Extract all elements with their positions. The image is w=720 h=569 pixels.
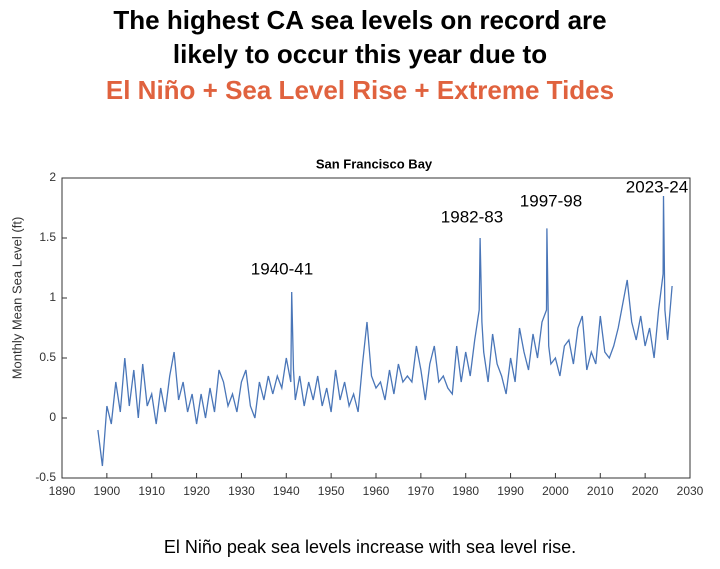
x-tick-label: 2010 xyxy=(587,484,614,498)
x-tick-label: 1990 xyxy=(497,484,524,498)
y-tick-label: -0.5 xyxy=(35,470,56,484)
y-tick-label: 0 xyxy=(49,410,56,424)
x-tick-label: 1940 xyxy=(273,484,300,498)
x-tick-label: 1960 xyxy=(363,484,390,498)
x-tick-label: 2030 xyxy=(677,484,704,498)
caption: El Niño peak sea levels increase with se… xyxy=(164,537,576,557)
y-tick-label: 1.5 xyxy=(39,230,56,244)
y-tick-label: 1 xyxy=(49,290,56,304)
x-tick-label: 1910 xyxy=(138,484,165,498)
subtitle: El Niño + Sea Level Rise + Extreme Tides xyxy=(106,75,614,105)
title-line: likely to occur this year due to xyxy=(173,39,547,69)
plot-frame xyxy=(61,177,691,479)
annotation: 1982-83 xyxy=(441,207,503,226)
chart-title: San Francisco Bay xyxy=(316,156,433,171)
x-tick-label: 1900 xyxy=(94,484,121,498)
title-line: The highest CA sea levels on record are xyxy=(113,5,606,35)
x-tick-label: 1920 xyxy=(183,484,210,498)
y-tick-label: 0.5 xyxy=(39,350,56,364)
x-tick-label: 1930 xyxy=(228,484,255,498)
x-tick-label: 2020 xyxy=(632,484,659,498)
sea-level-line xyxy=(97,195,673,467)
x-tick-label: 1970 xyxy=(408,484,435,498)
y-axis-label: Monthly Mean Sea Level (ft) xyxy=(9,217,24,380)
x-tick-label: 1890 xyxy=(49,484,76,498)
x-tick-label: 1950 xyxy=(318,484,345,498)
annotation: 1997-98 xyxy=(520,191,582,210)
annotation: 2023-24 xyxy=(626,177,688,196)
annotation: 1940-41 xyxy=(251,259,313,278)
y-tick-label: 2 xyxy=(49,170,56,184)
x-tick-label: 1980 xyxy=(452,484,479,498)
x-tick-label: 2000 xyxy=(542,484,569,498)
